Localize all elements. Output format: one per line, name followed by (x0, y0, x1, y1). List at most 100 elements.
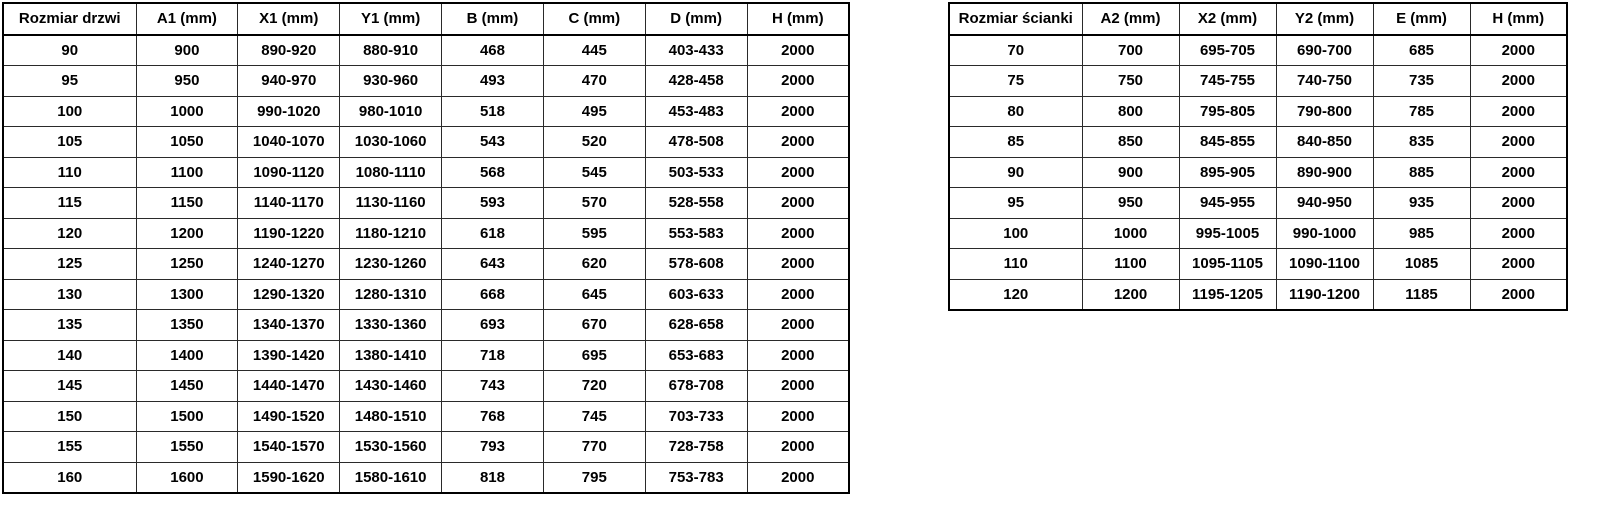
table-cell: 620 (542, 248, 646, 280)
column-header: D (mm) (644, 2, 748, 36)
table-cell: 695-705 (1178, 34, 1277, 66)
table-cell: 493 (441, 65, 544, 97)
table-cell: 985 (1372, 217, 1471, 249)
table-cell: 668 (441, 278, 544, 310)
table-cell: 950 (1081, 187, 1180, 219)
table-cell: 1390-1420 (237, 339, 341, 371)
table-cell: 1280-1310 (339, 278, 443, 310)
column-header: X1 (mm) (237, 2, 341, 36)
table-cell: 603-633 (644, 278, 748, 310)
table-cell: 70 (948, 34, 1083, 66)
table-cell: 745 (542, 400, 646, 432)
table-row: 120 1200 1190-1220 1180-1210 618 595 553-583 20… (2, 217, 850, 249)
table-cell: 595 (542, 217, 646, 249)
table-row: 125 1250 1240-1270 1230-1260 643 620 578-608 20… (2, 248, 850, 280)
table-row: 110 1100 1095-1105 1090-1100 1085 2000 (948, 248, 1568, 280)
table-cell: 2000 (1469, 156, 1568, 188)
table-cell: 453-483 (644, 95, 748, 127)
column-header: X2 (mm) (1178, 2, 1277, 36)
table-cell: 1290-1320 (237, 278, 341, 310)
table-cell: 518 (441, 95, 544, 127)
table-cell: 1200 (1081, 278, 1180, 311)
table-cell: 850 (1081, 126, 1180, 158)
column-header: Rozmiar ścianki (948, 2, 1083, 36)
table-cell: 2000 (746, 400, 850, 432)
table-cell: 100 (2, 95, 137, 127)
table-cell: 1050 (135, 126, 239, 158)
table-cell: 693 (441, 309, 544, 341)
table-cell: 728-758 (644, 431, 748, 463)
table-cell: 1090-1120 (237, 156, 341, 188)
table-row: 75 750 745-755 740-750 735 2000 (948, 65, 1568, 97)
table-cell: 1100 (1081, 248, 1180, 280)
table-cell: 1085 (1372, 248, 1471, 280)
table-cell: 885 (1372, 156, 1471, 188)
table-cell: 2000 (746, 461, 850, 494)
table-cell: 1580-1610 (339, 461, 443, 494)
wall-size-table: Rozmiar ścianki A2 (mm) X2 (mm) Y2 (mm) E (m… (948, 2, 1568, 311)
table-cell: 770 (542, 431, 646, 463)
table-cell: 720 (542, 370, 646, 402)
table-cell: 750 (1081, 65, 1180, 97)
column-header: A1 (mm) (135, 2, 239, 36)
table-cell: 790-800 (1275, 95, 1374, 127)
table-cell: 718 (441, 339, 544, 371)
table-cell: 990-1000 (1275, 217, 1374, 249)
table-cell: 2000 (746, 309, 850, 341)
table-cell: 593 (441, 187, 544, 219)
table-row: 155 1550 1540-1570 1530-1560 793 770 728-758 20… (2, 431, 850, 463)
table-cell: 105 (2, 126, 137, 158)
table-cell: 1400 (135, 339, 239, 371)
table-cell: 1230-1260 (339, 248, 443, 280)
table-cell: 1500 (135, 400, 239, 432)
table-cell: 653-683 (644, 339, 748, 371)
table-cell: 545 (542, 156, 646, 188)
column-header: H (mm) (1469, 2, 1568, 36)
table-cell: 900 (1081, 156, 1180, 188)
table-cell: 570 (542, 187, 646, 219)
table-cell: 2000 (746, 65, 850, 97)
table-cell: 110 (948, 248, 1083, 280)
table-cell: 990-1020 (237, 95, 341, 127)
table-cell: 1200 (135, 217, 239, 249)
table-cell: 543 (441, 126, 544, 158)
table-cell: 2000 (746, 95, 850, 127)
table-cell: 160 (2, 461, 137, 494)
table-cell: 1190-1200 (1275, 278, 1374, 311)
table-cell: 568 (441, 156, 544, 188)
header-row: Rozmiar ścianki A2 (mm) X2 (mm) Y2 (mm) E (m… (948, 2, 1568, 36)
table-cell: 945-955 (1178, 187, 1277, 219)
table-cell: 940-950 (1275, 187, 1374, 219)
table-cell: 840-850 (1275, 126, 1374, 158)
table-cell: 578-608 (644, 248, 748, 280)
table-cell: 745-755 (1178, 65, 1277, 97)
table-row: 160 1600 1590-1620 1580-1610 818 795 753-783 20… (2, 461, 850, 494)
table-cell: 1150 (135, 187, 239, 219)
table-cell: 2000 (746, 217, 850, 249)
table-cell: 445 (542, 34, 646, 66)
table-cell: 2000 (1469, 65, 1568, 97)
table-cell: 690-700 (1275, 34, 1374, 66)
table-cell: 1095-1105 (1178, 248, 1277, 280)
table-cell: 2000 (746, 187, 850, 219)
table-cell: 1100 (135, 156, 239, 188)
table-cell: 1250 (135, 248, 239, 280)
table-cell: 90 (2, 34, 137, 66)
table-cell: 80 (948, 95, 1083, 127)
table-cell: 2000 (746, 156, 850, 188)
table-cell: 1140-1170 (237, 187, 341, 219)
table-cell: 470 (542, 65, 646, 97)
table-cell: 1380-1410 (339, 339, 443, 371)
table-cell: 135 (2, 309, 137, 341)
table-row: 90 900 895-905 890-900 885 2000 (948, 156, 1568, 188)
table-cell: 793 (441, 431, 544, 463)
table-cell: 995-1005 (1178, 217, 1277, 249)
table-cell: 1350 (135, 309, 239, 341)
table-cell: 768 (441, 400, 544, 432)
table-cell: 2000 (1469, 278, 1568, 311)
table-cell: 1430-1460 (339, 370, 443, 402)
column-header: Y1 (mm) (339, 2, 443, 36)
table-cell: 403-433 (644, 34, 748, 66)
table-cell: 2000 (746, 126, 850, 158)
